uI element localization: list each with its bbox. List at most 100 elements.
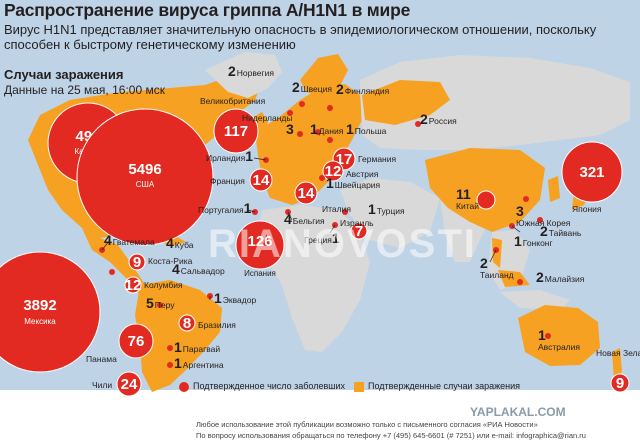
bubble-chile: 24	[116, 371, 142, 397]
bubble-usa: 5496 США	[76, 108, 214, 246]
scandinavia-land	[300, 54, 348, 96]
legend-bubble-icon	[179, 382, 189, 392]
label-cuba: 4Куба	[166, 235, 194, 251]
bubble-uk-count: 117	[224, 123, 248, 140]
bubble-colombia-count: 12	[125, 277, 142, 294]
label-hongkong: 1Гонконг	[514, 233, 553, 249]
bubble-costarica: 9	[128, 253, 146, 271]
bubble-italy-count: 14	[298, 185, 315, 202]
bubble-mexico-name: Мексика	[24, 317, 56, 326]
label-austria: Австрия	[346, 169, 379, 179]
label-argentina: 1Аргентина	[174, 355, 224, 371]
label-belgium: 4Бельгия	[284, 211, 325, 227]
europe-land	[255, 84, 362, 205]
footer-line-2: По вопросу использования обращаться по т…	[196, 431, 586, 440]
label-japan: Япония	[572, 204, 602, 214]
new-zealand-land	[612, 348, 622, 380]
bubble-usa-name: США	[136, 180, 155, 189]
bubble-brazil-count: 8	[183, 315, 191, 332]
cases-title: Случаи заражения	[4, 67, 124, 82]
label-sweden: 2Швеция	[292, 79, 332, 95]
legend-bubble-label: Подтвержденное число заболевших	[193, 381, 346, 391]
bubble-japan: 321	[561, 141, 623, 203]
bubble-china	[476, 190, 496, 210]
bubble-israel: 7	[350, 222, 368, 240]
label-salvador: 4Сальвадор	[172, 261, 225, 277]
bubble-chile-count: 24	[121, 376, 138, 393]
label-denmark: 1Дания	[310, 121, 344, 137]
page-subtitle: Вирус H1N1 представляет значительную опа…	[4, 22, 597, 52]
label-turkey: 1Турция	[368, 201, 405, 217]
greenland-land	[205, 52, 282, 98]
label-russia: 2Россия	[420, 111, 457, 127]
label-italy: Италия	[322, 204, 351, 214]
label-poland: 1Польша	[346, 121, 387, 137]
cases-date: Данные на 25 мая, 16:00 мск	[4, 83, 165, 97]
label-france: Франция	[210, 176, 245, 186]
legend-area-label: Подтвержденные случаи заражения	[368, 381, 521, 391]
bubble-israel-count: 7	[355, 223, 363, 240]
bubble-brazil: 8	[178, 314, 196, 332]
label-netherlands-count: 3	[286, 121, 294, 137]
bubble-japan-count: 321	[579, 164, 604, 181]
south-america-land	[135, 280, 222, 392]
label-costarica: Коста-Рика	[148, 256, 193, 266]
footer-line-1: Любое использование этой публикации возм…	[196, 420, 538, 429]
label-uk: Великобритания	[200, 96, 266, 106]
label-ecuador: 1Эквадор	[214, 290, 257, 306]
bubble-panama-count: 76	[128, 333, 145, 350]
label-thailand: 2 Таиланд	[480, 255, 514, 280]
label-finland: 2Финляндия	[336, 81, 390, 97]
label-panama: Панама	[86, 354, 117, 364]
china-land	[425, 148, 545, 232]
thailand-land	[492, 238, 502, 268]
label-guatemala: 4Гватемала	[104, 232, 155, 248]
label-malaysia: 2Малайзия	[536, 269, 585, 285]
page-title: Распространение вируса гриппа A/H1N1 в м…	[4, 0, 411, 20]
bubble-mexico: 3892 Мексика	[0, 251, 101, 373]
bubble-uk: 117	[213, 108, 259, 154]
leader-lines	[101, 157, 521, 300]
bubble-mexico-count: 3892	[23, 297, 56, 314]
label-switzerland: 1Швейцария	[326, 175, 381, 191]
label-peru: 5Перу	[146, 295, 175, 311]
label-chile: Чили	[92, 380, 113, 390]
label-netherlands: Нидерланды	[242, 113, 293, 123]
bubble-spain-count: 126	[247, 233, 272, 250]
russia-confirmed	[362, 80, 450, 125]
bubble-italy: 14	[294, 181, 318, 205]
label-norway: 2Норвегия	[228, 63, 274, 79]
bubble-france-count: 14	[253, 172, 270, 189]
label-korea: 3 Южная Корея	[516, 203, 571, 228]
russia-land	[360, 55, 630, 150]
bubble-newzealand-count: 9	[616, 375, 624, 392]
indonesia-land	[500, 290, 570, 310]
bubble-panama: 76	[118, 323, 154, 359]
korea-land	[548, 176, 560, 202]
legend-area-icon	[354, 382, 364, 392]
bubble-newzealand: 9	[610, 373, 630, 393]
bubble-france: 14	[249, 168, 273, 192]
label-israel: Израиль	[340, 218, 374, 228]
label-portugal: Португалия1	[198, 200, 252, 216]
australia-land	[518, 305, 600, 366]
label-paraguay: 1Парагвай	[174, 339, 221, 355]
bubble-colombia: 12	[124, 276, 142, 294]
label-taiwan: 2Тайвань	[540, 223, 582, 239]
label-colombia: Колумбия	[144, 280, 183, 290]
label-greece: Греция1	[304, 230, 340, 246]
bubble-costarica-count: 9	[133, 254, 141, 271]
watermark: RIANOVOSTI	[208, 222, 477, 266]
bubble-spain-name: Испания	[244, 269, 276, 278]
label-germany: Германия	[358, 154, 397, 164]
site-watermark: YAPLAKAL.COM	[470, 405, 566, 419]
label-ireland: Ирландия1	[206, 148, 254, 164]
bubble-usa-count: 5496	[128, 161, 161, 178]
label-brazil: Бразилия	[198, 320, 236, 330]
bubble-austria-count: 12	[325, 163, 342, 180]
label-china: 11 Китай	[456, 186, 479, 211]
bubble-spain: 126 Испания	[235, 220, 285, 278]
africa-land	[258, 205, 370, 352]
label-australia: 1 Австралия	[538, 327, 580, 352]
